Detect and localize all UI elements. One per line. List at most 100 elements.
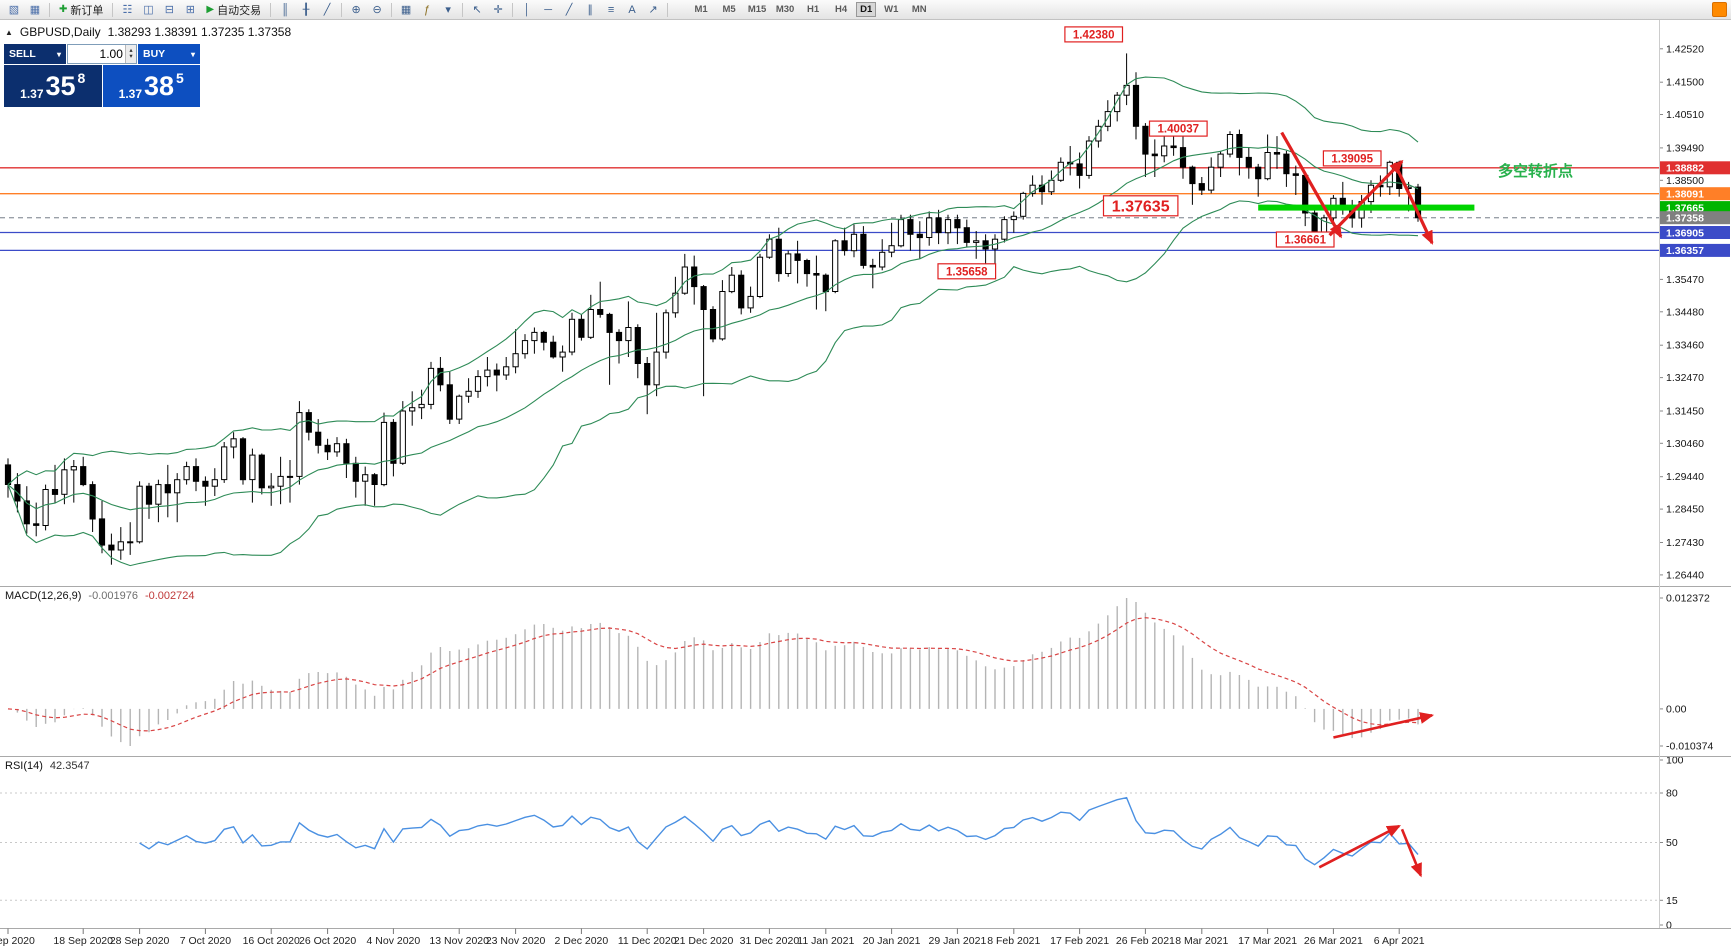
trend-arrow[interactable] [1328,159,1404,237]
new-order-button[interactable]: ✚ 新订单 [54,2,108,18]
macd-indicator-label: MACD(12,26,9) -0.001976 -0.002724 [5,590,195,602]
timeframe-m30[interactable]: M30 [775,4,795,15]
svg-text:2 Dec 2020: 2 Dec 2020 [555,935,609,947]
buy-price-pip: 5 [176,70,184,86]
svg-text:0.00: 0.00 [1666,703,1687,715]
volume-decrease-button[interactable]: ▾ [129,53,133,60]
svg-text:100: 100 [1666,755,1684,767]
channel-icon[interactable]: ∥ [587,3,593,16]
svg-text:1.36357: 1.36357 [1666,245,1704,257]
chart-text-label[interactable]: 多空转折点 [1498,162,1573,180]
bollinger-upper-band [7,76,1419,486]
support-zone-bar[interactable] [1258,204,1475,211]
price-callout[interactable]: 1.36661 [1275,231,1335,248]
svg-text:1.38500: 1.38500 [1666,175,1704,187]
svg-text:13 Nov 2020: 13 Nov 2020 [429,935,489,947]
fibonacci-icon[interactable]: ≡ [607,3,615,16]
volume-input[interactable] [68,45,125,63]
navigator-icon[interactable]: ⊟ [164,3,174,16]
chart-profiles-icon[interactable]: ▦ [29,3,41,16]
toolbar-separator [341,2,343,17]
svg-text:1.42520: 1.42520 [1666,43,1704,55]
macd-main-value: -0.001976 [88,590,138,602]
svg-text:-0.010374: -0.010374 [1666,741,1713,753]
sell-caret-icon: ▾ [56,49,61,59]
arrows-tool-icon[interactable]: ↗ [648,3,658,16]
candlestick-icon[interactable]: ╂ [302,3,310,16]
sell-header[interactable]: SELL ▾ [4,44,66,64]
data-window-icon[interactable]: ◫ [143,3,154,16]
svg-text:1.42380: 1.42380 [1073,29,1115,41]
chart-title: GBPUSD,Daily [19,25,101,39]
macd-histogram [16,598,1419,746]
price-callout[interactable]: 1.35658 [937,263,997,280]
trendline-icon[interactable]: ╱ [565,3,573,16]
svg-text:8 Feb 2021: 8 Feb 2021 [987,935,1040,947]
buy-header[interactable]: BUY ▾ [138,44,200,64]
market-watch-icon[interactable]: ☷ [122,3,133,16]
svg-text:1.36905: 1.36905 [1666,227,1704,239]
price-callout[interactable]: 1.42380 [1064,26,1124,43]
trend-arrow[interactable] [1400,828,1423,878]
sell-button[interactable]: 1.37 35 8 [4,65,102,107]
toolbar-separator [270,2,272,17]
tile-windows-icon[interactable]: ▦ [400,3,412,16]
rsi-value: 42.3547 [49,760,90,772]
svg-text:28 Sep 2020: 28 Sep 2020 [110,935,170,947]
timeframe-m5[interactable]: M5 [722,4,736,15]
timeframe-m1[interactable]: M1 [694,4,708,15]
trend-arrow[interactable] [1393,162,1434,245]
price-callout[interactable]: 1.40037 [1148,120,1208,137]
trend-arrow[interactable] [1333,712,1435,739]
svg-text:50: 50 [1666,837,1678,849]
buy-button[interactable]: 1.37 38 5 [102,65,200,107]
timeframe-d1[interactable]: D1 [856,2,877,17]
trend-arrow[interactable] [1318,824,1401,869]
notification-badge[interactable] [1712,2,1727,17]
timeframe-h4[interactable]: H4 [835,4,848,15]
bar-chart-icon[interactable]: ║ [281,3,289,16]
autotrade-button[interactable]: ▶ 自动交易 [201,2,266,18]
line-chart-icon[interactable]: ╱ [323,3,331,16]
candles [4,53,1422,565]
timeframe-m15[interactable]: M15 [747,4,767,15]
svg-text:0.012372: 0.012372 [1666,593,1710,605]
timeframe-h1[interactable]: H1 [807,4,820,15]
chart-header: ▲ GBPUSD,Daily 1.38293 1.38391 1.37235 1… [5,25,291,39]
svg-text:1.40037: 1.40037 [1158,124,1200,136]
svg-text:80: 80 [1666,788,1678,800]
crosshair-icon[interactable]: ✛ [493,3,503,16]
text-label-icon[interactable]: A [628,3,636,16]
svg-text:17 Feb 2021: 17 Feb 2021 [1050,935,1109,947]
svg-text:21 Dec 2020: 21 Dec 2020 [674,935,734,947]
svg-text:26 Feb 2021: 26 Feb 2021 [1116,935,1175,947]
svg-text:29 Jan 2021: 29 Jan 2021 [928,935,986,947]
svg-text:1.35658: 1.35658 [946,266,988,278]
svg-text:1.28450: 1.28450 [1666,504,1704,516]
zoom-out-icon[interactable]: ⊖ [372,3,382,16]
price-callout[interactable]: 1.39095 [1322,150,1382,167]
horizontal-line-icon[interactable]: ─ [544,3,552,16]
svg-text:31 Dec 2020: 31 Dec 2020 [740,935,800,947]
terminal-icon[interactable]: ⊞ [185,3,195,16]
svg-text:11 Jan 2021: 11 Jan 2021 [797,935,854,947]
vertical-line-icon[interactable]: │ [523,3,531,16]
trend-arrow[interactable] [1280,131,1343,239]
price-callout[interactable]: 1.37635 [1102,195,1179,217]
indicators-caret-icon[interactable]: ▾ [445,3,451,16]
timeframe-w1[interactable]: W1 [884,4,899,15]
volume-increase-button[interactable]: ▴ [129,46,133,54]
bollinger-middle-band [7,146,1419,511]
new-chart-icon[interactable]: ▧ [8,3,20,16]
one-click-collapse-icon[interactable]: ▲ [5,27,13,37]
svg-text:1.36661: 1.36661 [1284,235,1326,247]
zoom-in-icon[interactable]: ⊕ [351,3,361,16]
timeframe-mn[interactable]: MN [911,4,927,15]
price-badge: 1.36905 [1660,226,1730,239]
cursor-icon[interactable]: ↖ [472,3,482,16]
buy-label: BUY [143,48,166,60]
svg-text:1.32470: 1.32470 [1666,372,1704,384]
timeframe-toolbar: M1 M5 M15 M30 H1 H4 D1 W1 MN [687,2,933,17]
indicators-icon[interactable]: ƒ [424,3,431,16]
